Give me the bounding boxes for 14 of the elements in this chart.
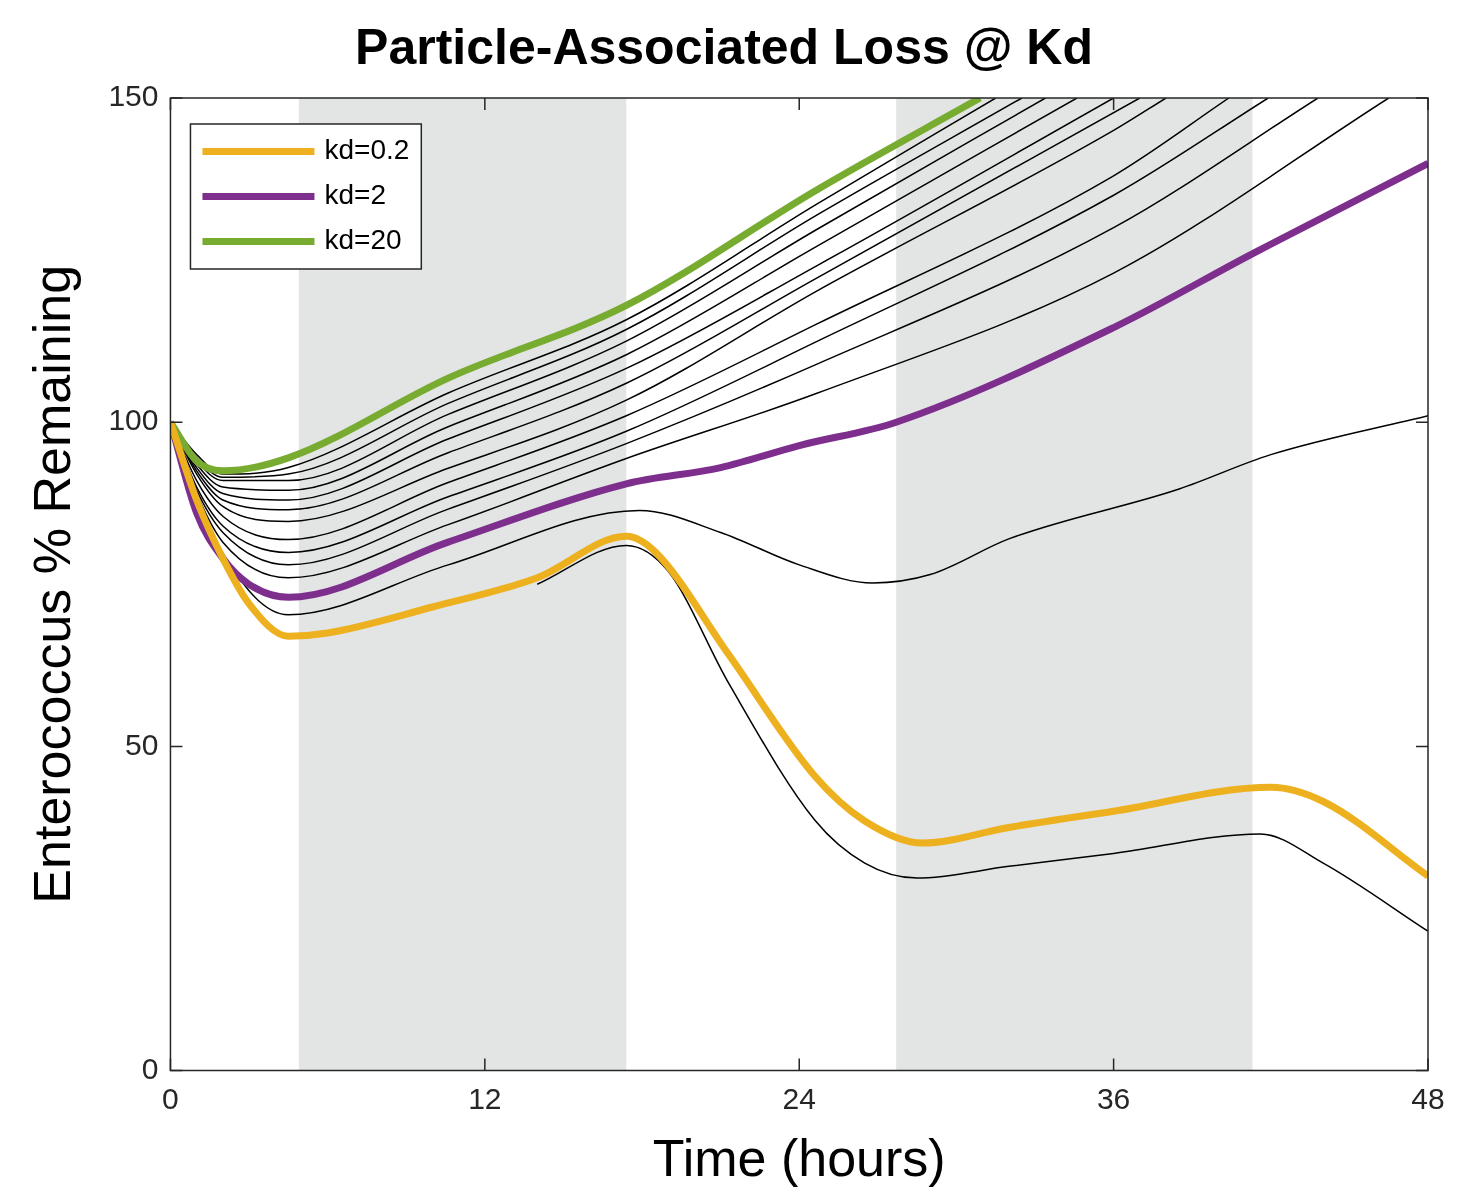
x-tick-label: 36 [1096,1081,1131,1115]
y-axis-title: Enterococcus % Remaining [22,264,81,904]
x-axis-title: Time (hours) [652,1129,946,1188]
x-tick-label: 48 [1411,1081,1445,1115]
legend-label: kd=2 [324,179,386,211]
y-tick-label: 150 [108,79,159,113]
legend-label: kd=0.2 [324,134,410,166]
x-tick-label: 12 [468,1081,502,1115]
y-tick-label: 0 [141,1051,159,1085]
legend-label: kd=20 [324,224,402,256]
chart-title: Particle-Associated Loss @ Kd [355,18,1093,75]
x-tick-label: 24 [782,1081,816,1115]
y-tick-label: 50 [125,727,159,761]
y-tick-label: 100 [108,403,159,437]
